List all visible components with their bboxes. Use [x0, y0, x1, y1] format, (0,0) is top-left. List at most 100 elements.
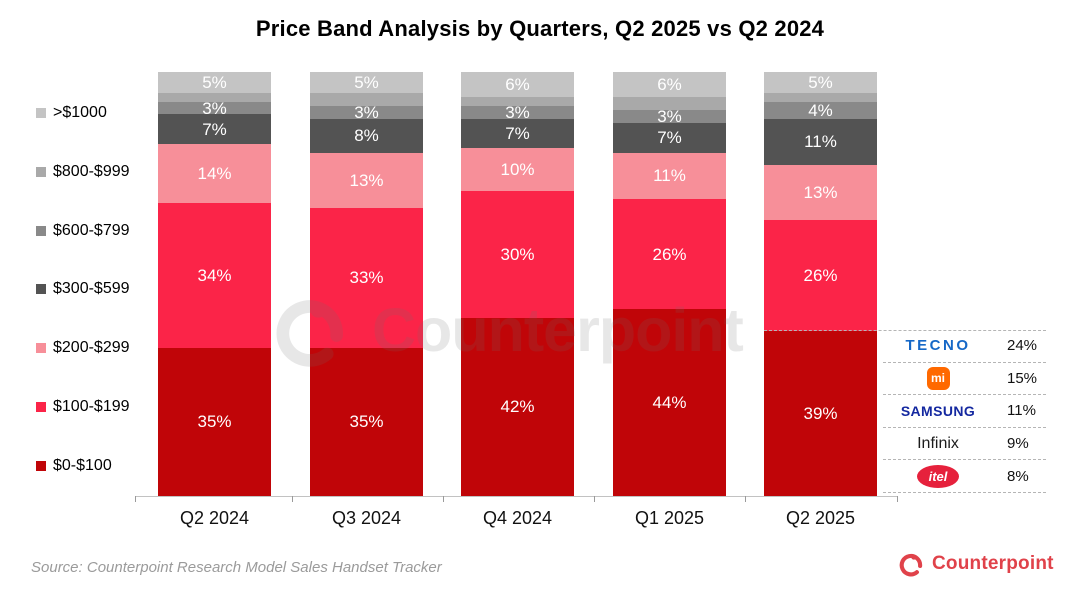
- bar-segment: 7%: [461, 118, 574, 149]
- brand-share-value: 9%: [1007, 435, 1029, 453]
- xiaomi-logo: mi: [883, 366, 993, 390]
- segment-data-label: 8%: [354, 126, 379, 146]
- legend-label: $800-$999: [53, 162, 130, 180]
- legend-swatch-icon: [36, 460, 46, 471]
- bar-segment: 13%: [764, 165, 877, 221]
- bar-segment: 13%: [310, 152, 423, 208]
- legend-item: >$1000: [36, 104, 156, 122]
- bar-segment: 35%: [310, 347, 423, 496]
- xiaomi-logo-text: mi: [926, 366, 950, 390]
- legend-item: $200-$299: [36, 339, 156, 357]
- legend-item: $800-$999: [36, 163, 156, 181]
- legend-item: $100-$199: [36, 398, 156, 416]
- legend-item: $600-$799: [36, 222, 156, 240]
- segment-data-label: 33%: [349, 268, 384, 288]
- legend-label: $600-$799: [53, 221, 130, 239]
- bar-segment: 7%: [158, 114, 271, 145]
- bar-segment: 3%: [461, 102, 574, 122]
- bar-segment: [613, 97, 726, 111]
- brand-table-row: SAMSUNG 11%: [883, 395, 1046, 428]
- bar-segment: 42%: [461, 317, 574, 496]
- segment-data-label: 5%: [202, 73, 227, 93]
- bar-segment: [461, 97, 574, 106]
- segment-data-label: 11%: [804, 132, 837, 152]
- itel-logo-text: itel: [917, 464, 959, 488]
- x-axis-label: Q1 2025: [634, 508, 705, 528]
- segment-data-label: 3%: [505, 102, 530, 122]
- brand-share-value: 8%: [1007, 467, 1029, 485]
- bar-segment: 26%: [764, 220, 877, 331]
- x-axis-label: Q4 2024: [482, 508, 553, 528]
- legend-swatch-icon: [36, 166, 46, 177]
- axis-tick: [292, 496, 293, 502]
- brand-table-row: TECNO 24%: [883, 330, 1046, 363]
- segment-data-label: 7%: [505, 123, 530, 143]
- bar-segment: 10%: [461, 148, 574, 191]
- legend-label: $300-$599: [53, 280, 130, 298]
- bar-segment: 11%: [764, 118, 877, 166]
- segment-data-label: 13%: [349, 170, 384, 190]
- segment-data-label: 30%: [500, 244, 535, 264]
- brand-table-row: itel 8%: [883, 460, 1046, 493]
- brand-table-row: mi 15%: [883, 363, 1046, 396]
- segment-data-label: 13%: [803, 183, 838, 203]
- legend-swatch-icon: [36, 284, 46, 295]
- segment-data-label: 5%: [354, 73, 379, 93]
- legend-swatch-icon: [36, 402, 46, 413]
- segment-data-label: 5%: [808, 73, 833, 93]
- bar-segment: 7%: [613, 122, 726, 153]
- bar-segment: 5%: [310, 72, 423, 94]
- x-axis-label: Q2 2024: [179, 508, 250, 528]
- segment-data-label: 26%: [803, 265, 838, 285]
- tecno-logo-text: TECNO: [905, 337, 971, 355]
- segment-data-label: 3%: [354, 102, 379, 122]
- stacked-bar-q2-2025: 5% 4% 11% 13% 26% 39%: [764, 72, 877, 496]
- segment-data-label: 10%: [500, 159, 535, 179]
- bar-segment: 35%: [158, 347, 271, 496]
- stacked-bar-q3-2024: 5% 3% 8% 13% 33% 35%: [310, 72, 423, 496]
- bar-segment: 33%: [310, 207, 423, 348]
- bar-segment: 44%: [613, 309, 726, 496]
- bar-segment: 5%: [764, 72, 877, 94]
- samsung-logo-text: SAMSUNG: [900, 402, 976, 419]
- legend-item: $300-$599: [36, 280, 156, 298]
- axis-tick: [897, 496, 898, 502]
- segment-data-label: 35%: [349, 412, 384, 432]
- brand-share-value: 11%: [1007, 402, 1036, 420]
- projection-dashed-line: [764, 330, 1046, 331]
- segment-data-label: 34%: [197, 265, 232, 285]
- segment-data-label: 3%: [657, 107, 682, 127]
- x-axis-label: Q2 2025: [785, 508, 856, 528]
- bar-segment: [158, 93, 271, 102]
- stacked-bar-q4-2024: 6% 3% 7% 10% 30% 42%: [461, 72, 574, 496]
- bar-segment: 30%: [461, 190, 574, 318]
- source-note: Source: Counterpoint Research Model Sale…: [31, 559, 442, 576]
- bar-segment: [310, 93, 423, 106]
- segment-data-label: 7%: [657, 128, 682, 148]
- bar-segment: 3%: [310, 102, 423, 122]
- brand-share-table: TECNO 24% mi 15% SAMSUNG 11% Infinix 9% itel 8%: [883, 330, 1046, 493]
- legend-swatch-icon: [36, 343, 46, 354]
- brand-share-value: 15%: [1007, 369, 1038, 387]
- axis-tick: [443, 496, 444, 502]
- segment-data-label: 42%: [500, 397, 535, 417]
- bar-segment: 6%: [461, 72, 574, 98]
- bar-segment: 3%: [613, 107, 726, 127]
- bar-segment: [764, 93, 877, 102]
- legend-item: $0-$100: [36, 457, 156, 475]
- axis-tick: [594, 496, 595, 502]
- legend-label: $0-$100: [53, 456, 112, 474]
- price-band-legend: >$1000 $800-$999 $600-$799 $300-$599 $200-$2…: [36, 104, 156, 475]
- axis-tick: [135, 496, 136, 502]
- tecno-logo: TECNO: [883, 337, 993, 354]
- bar-segment: 3%: [158, 100, 271, 117]
- counterpoint-logo-text: Counterpoint: [932, 553, 1054, 574]
- brand-share-value: 24%: [1007, 337, 1038, 355]
- legend-swatch-icon: [36, 225, 46, 236]
- x-axis-label: Q3 2024: [331, 508, 402, 528]
- axis-tick: [745, 496, 746, 502]
- segment-data-label: 14%: [197, 164, 232, 184]
- segment-data-label: 6%: [505, 75, 530, 95]
- bar-segment: 11%: [613, 152, 726, 200]
